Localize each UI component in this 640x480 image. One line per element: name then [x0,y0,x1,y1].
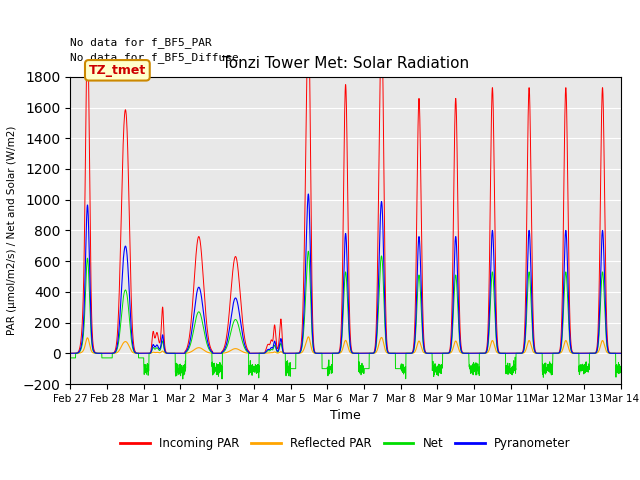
Incoming PAR [438,350,446,356]
Pyranometer [500,350,508,356]
Pyranometer [305,191,312,197]
Net [439,350,447,356]
Incoming PAR [67,350,74,356]
Pyranometer [438,350,446,356]
Reflected PAR [166,350,173,356]
Text: No data for f_BF5_Diffuse: No data for f_BF5_Diffuse [70,52,239,63]
Net [500,350,508,356]
Net [617,366,625,372]
Pyranometer [469,350,477,356]
Reflected PAR [500,350,508,356]
Y-axis label: PAR (μmol/m2/s) / Net and Solar (W/m2): PAR (μmol/m2/s) / Net and Solar (W/m2) [7,126,17,335]
Legend: Incoming PAR, Reflected PAR, Net, Pyranometer: Incoming PAR, Reflected PAR, Net, Pyrano… [116,432,575,455]
Line: Net: Net [70,251,621,379]
Net [67,355,74,361]
Incoming PAR [166,350,173,356]
Net [166,350,173,356]
Title: Tonzi Tower Met: Solar Radiation: Tonzi Tower Met: Solar Radiation [222,57,469,72]
Pyranometer [616,350,624,356]
Reflected PAR [325,350,333,356]
Pyranometer [67,350,74,356]
Incoming PAR [305,8,312,13]
Net [305,248,312,254]
Pyranometer [325,350,333,356]
Reflected PAR [438,350,446,356]
Net [179,376,187,382]
Net [325,366,333,372]
Reflected PAR [616,350,624,356]
Text: No data for f_BF5_PAR: No data for f_BF5_PAR [70,37,212,48]
Incoming PAR [616,350,624,356]
Reflected PAR [67,350,74,356]
Incoming PAR [617,350,625,356]
Text: TZ_tmet: TZ_tmet [89,64,146,77]
Net [616,369,624,374]
Incoming PAR [325,350,333,356]
Reflected PAR [469,350,477,356]
X-axis label: Time: Time [330,409,361,422]
Line: Pyranometer: Pyranometer [70,194,621,353]
Line: Reflected PAR: Reflected PAR [70,337,621,353]
Pyranometer [617,350,625,356]
Line: Incoming PAR: Incoming PAR [70,11,621,353]
Incoming PAR [500,350,508,356]
Net [469,372,477,378]
Pyranometer [166,350,173,356]
Reflected PAR [617,350,625,356]
Incoming PAR [469,350,477,356]
Reflected PAR [305,334,312,340]
